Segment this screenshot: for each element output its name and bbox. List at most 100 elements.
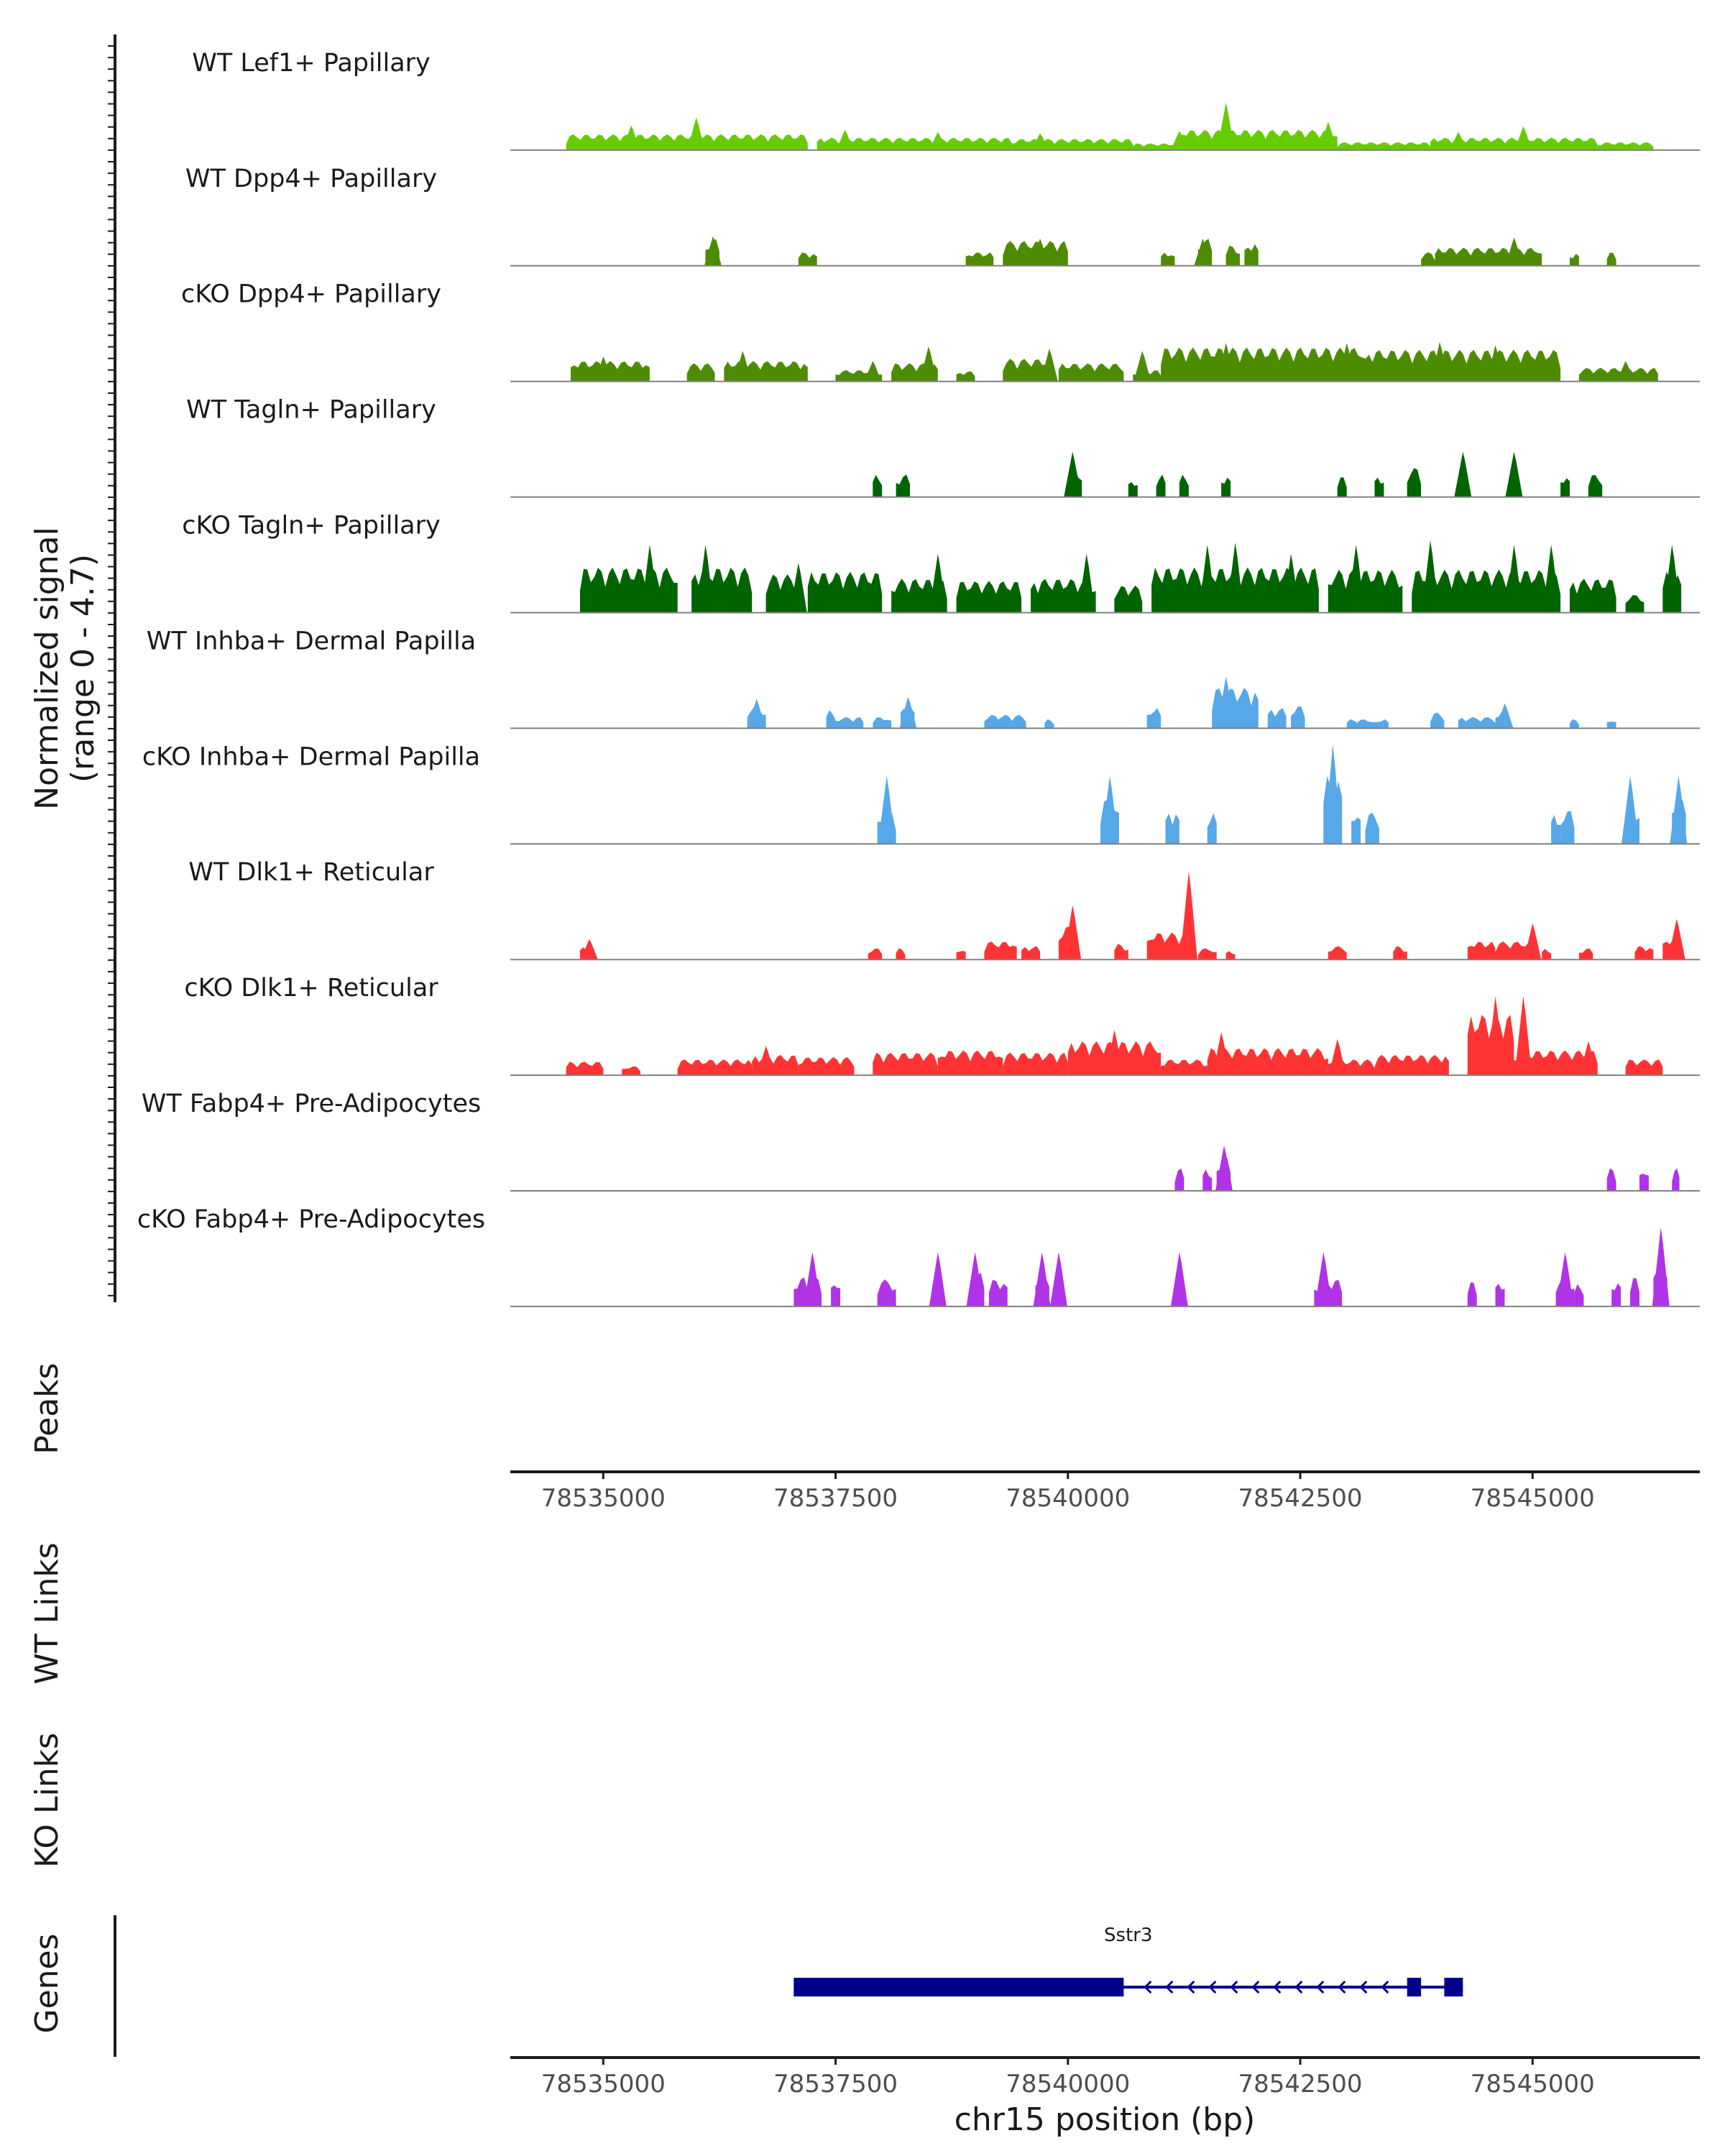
coverage-peak <box>1179 871 1197 960</box>
coverage-area <box>831 1285 840 1307</box>
coverage-peak <box>1226 542 1244 613</box>
coverage-area <box>1430 137 1598 150</box>
coverage-area <box>798 1056 855 1076</box>
coverage-area <box>1114 585 1143 613</box>
gene-exon <box>794 1978 1124 1996</box>
x-tick-label: 78542500 <box>1238 2070 1362 2099</box>
coverage-area <box>1514 1050 1598 1076</box>
coverage-peak <box>1217 102 1235 150</box>
gene-track: Sstr3 <box>794 1925 1463 1996</box>
coverage-area <box>1495 1284 1505 1307</box>
coverage-area <box>1225 245 1240 266</box>
x-tick-label: 78545000 <box>1471 1484 1595 1513</box>
coverage-peak <box>929 1252 947 1307</box>
coverage-peak <box>704 236 722 266</box>
coverage-peak <box>1533 351 1551 382</box>
coverage-area <box>984 714 1026 729</box>
coverage-area <box>1393 946 1407 960</box>
track: cKO Fabp4+ Pre-Adipocytes <box>137 1205 1700 1307</box>
coverage-area <box>1430 712 1445 729</box>
track: WT Dlk1+ Reticular <box>188 858 1700 961</box>
coverage-area <box>956 371 975 382</box>
coverage-peak <box>687 117 705 150</box>
strand-arrow <box>1251 1980 1260 1994</box>
coverage-area <box>1146 708 1162 729</box>
x-tick-label: 78535000 <box>541 1484 666 1513</box>
track: WT Dpp4+ Papillary <box>185 165 1700 267</box>
coverage-area <box>873 717 892 729</box>
coverage-peak <box>1198 545 1216 613</box>
coverage-area <box>835 717 864 729</box>
coverage-area <box>1625 595 1644 613</box>
strand-arrow <box>1294 1980 1303 1994</box>
coverage-area <box>1597 142 1654 150</box>
coverage-peak <box>1133 351 1151 382</box>
coverage-area <box>873 474 883 497</box>
coverage-area <box>1588 474 1603 497</box>
coverage-peak <box>622 125 640 150</box>
coverage-area <box>1630 1278 1639 1307</box>
x-tick-label: 78545000 <box>1471 2070 1595 2099</box>
coverage-peak <box>1170 1252 1188 1307</box>
coverage-peak <box>1049 1252 1067 1307</box>
coverage-peak <box>1514 995 1532 1076</box>
coverage-peak <box>929 553 947 613</box>
coverage-area <box>1495 941 1533 960</box>
coverage-area <box>1207 1048 1328 1076</box>
coverage-area <box>807 571 883 613</box>
coverage-area <box>1161 1059 1208 1076</box>
coverage-tracks: WT Lef1+ Papillary WT Dpp4+ Papillary cKO … <box>137 49 1700 1307</box>
coverage-peak <box>1170 131 1188 150</box>
coverage-area <box>1467 1282 1477 1307</box>
coverage-peak <box>1217 343 1235 382</box>
coverage-peak <box>1282 553 1300 613</box>
strand-arrow <box>1338 1980 1346 1994</box>
coverage-peak <box>1324 744 1342 844</box>
coverage-peak <box>1315 1252 1333 1307</box>
genes-panel-label: Genes <box>29 1933 65 2033</box>
strand-arrow <box>1165 1980 1174 1994</box>
coverage-peak <box>864 361 882 382</box>
strand-arrow <box>1230 1980 1238 1994</box>
coverage-peak <box>1319 121 1337 150</box>
coverage-area <box>1606 1168 1616 1191</box>
track-label: cKO Tagln+ Papillary <box>182 512 441 540</box>
coverage-peak <box>1670 775 1688 844</box>
coverage-peak <box>878 775 896 844</box>
coverage-peak <box>789 563 807 613</box>
coverage-peak <box>836 129 854 150</box>
gene-exon <box>1444 1978 1463 1996</box>
coverage-peak <box>1668 918 1685 960</box>
strand-arrow <box>1381 1980 1389 1994</box>
coverage-peak <box>1040 349 1058 382</box>
coverage-peak <box>1616 361 1634 382</box>
coverage-area <box>1161 252 1175 266</box>
coverage-area <box>1156 474 1166 497</box>
coverage-area <box>1606 252 1616 266</box>
coverage-area <box>1128 482 1138 497</box>
coverage-peak <box>1556 1252 1574 1307</box>
coverage-area <box>1174 1168 1184 1191</box>
coverage-peak <box>919 346 937 382</box>
track-label: WT Tagln+ Papillary <box>186 396 436 425</box>
coverage-area <box>1197 948 1217 960</box>
strand-arrow <box>1273 1980 1282 1994</box>
coverage-peak <box>929 132 947 150</box>
coverage-area <box>1639 1174 1649 1191</box>
coverage-area <box>1421 252 1435 266</box>
track-label: WT Lef1+ Papillary <box>192 49 431 78</box>
coverage-peak <box>1496 703 1514 729</box>
track: cKO Inhba+ Dermal Papilla <box>142 742 1700 845</box>
coverage-area <box>1467 941 1496 960</box>
coverage-peak <box>1077 553 1095 613</box>
track: cKO Dpp4+ Papillary <box>181 280 1700 382</box>
coverage-area <box>1458 717 1496 729</box>
track-label: cKO Dlk1+ Reticular <box>184 974 438 1003</box>
coverage-area <box>1058 363 1124 382</box>
coverage-area <box>1207 813 1217 844</box>
coverage-area <box>956 581 1022 613</box>
track: WT Tagln+ Papillary <box>186 396 1700 498</box>
coverage-peak <box>1328 1038 1346 1076</box>
gene-exon <box>1407 1978 1422 1996</box>
x-axis-top: 78535000 78537500 78540000 78542500 78545000 <box>510 1470 1700 1513</box>
